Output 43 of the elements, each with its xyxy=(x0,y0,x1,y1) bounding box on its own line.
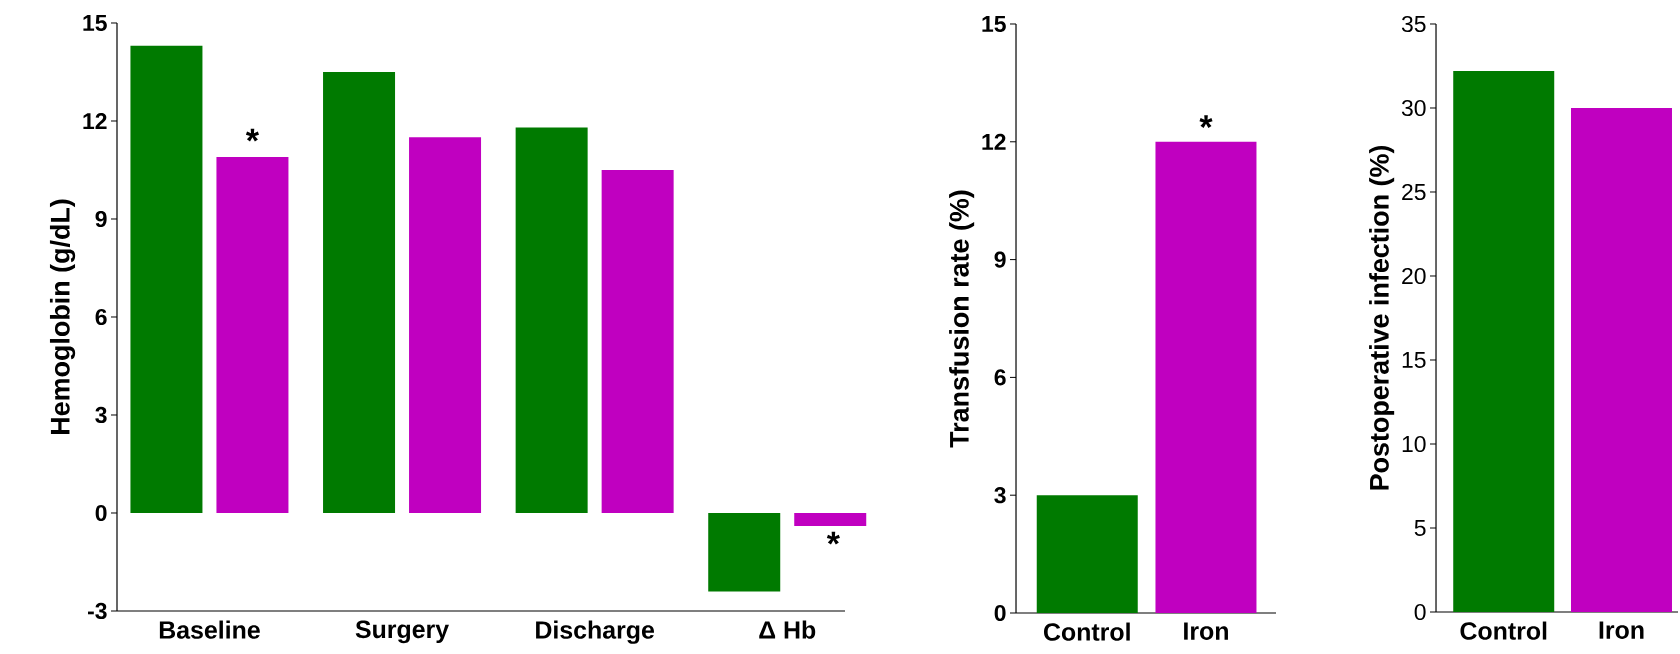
y-tick-label: 0 xyxy=(95,504,107,522)
x-tick-label: Δ Hb xyxy=(759,620,816,639)
y-axis-title: Hemoglobin (g/dL) xyxy=(49,199,76,434)
bar xyxy=(409,137,482,513)
annotation: * xyxy=(826,531,840,545)
x-tick-label: Iron xyxy=(1599,621,1644,639)
y-tick-label: 5 xyxy=(1414,520,1426,536)
y-tick-label: 25 xyxy=(1402,183,1426,201)
y-tick-label: 10 xyxy=(1402,435,1426,453)
bar xyxy=(708,513,781,592)
y-tick-label: 15 xyxy=(1402,352,1426,368)
y-tick-label: 15 xyxy=(83,15,107,31)
x-tick-label: Control xyxy=(1460,621,1547,640)
y-axis-title: Transfusion rate (%) xyxy=(949,190,975,448)
bar xyxy=(601,169,674,513)
bar xyxy=(216,156,289,513)
y-tick-label: 9 xyxy=(95,210,107,228)
bar xyxy=(794,513,867,527)
y-tick-label: 30 xyxy=(1401,99,1426,117)
y-tick-label: 12 xyxy=(83,112,107,129)
y-tick-label: 0 xyxy=(994,604,1006,622)
y-axis-title: Postoperative infection (%) xyxy=(1369,145,1395,490)
y-tick-label: 20 xyxy=(1402,267,1426,285)
annotation: * xyxy=(1199,115,1213,128)
y-tick-label: 12 xyxy=(982,133,1006,150)
y-tick-label: 15 xyxy=(982,16,1006,32)
y-tick-label: 35 xyxy=(1401,15,1426,33)
y-tick-label: 0 xyxy=(1414,603,1426,621)
annotation: * xyxy=(245,128,259,142)
y-tick-label: -3 xyxy=(88,602,107,620)
y-tick-label: 3 xyxy=(994,487,1006,504)
bar xyxy=(515,127,588,513)
y-tick-label: 6 xyxy=(95,308,107,326)
y-tick-label: 3 xyxy=(95,406,107,424)
x-tick-label: Discharge xyxy=(536,620,654,644)
x-tick-label: Iron xyxy=(1184,622,1228,640)
bar xyxy=(323,71,396,513)
x-tick-label: Surgery xyxy=(355,620,449,644)
x-tick-label: Control xyxy=(1043,622,1130,641)
y-tick-label: 6 xyxy=(994,369,1006,386)
x-tick-label: Baseline xyxy=(159,620,260,639)
bar xyxy=(130,45,203,513)
y-tick-label: 9 xyxy=(994,251,1006,268)
